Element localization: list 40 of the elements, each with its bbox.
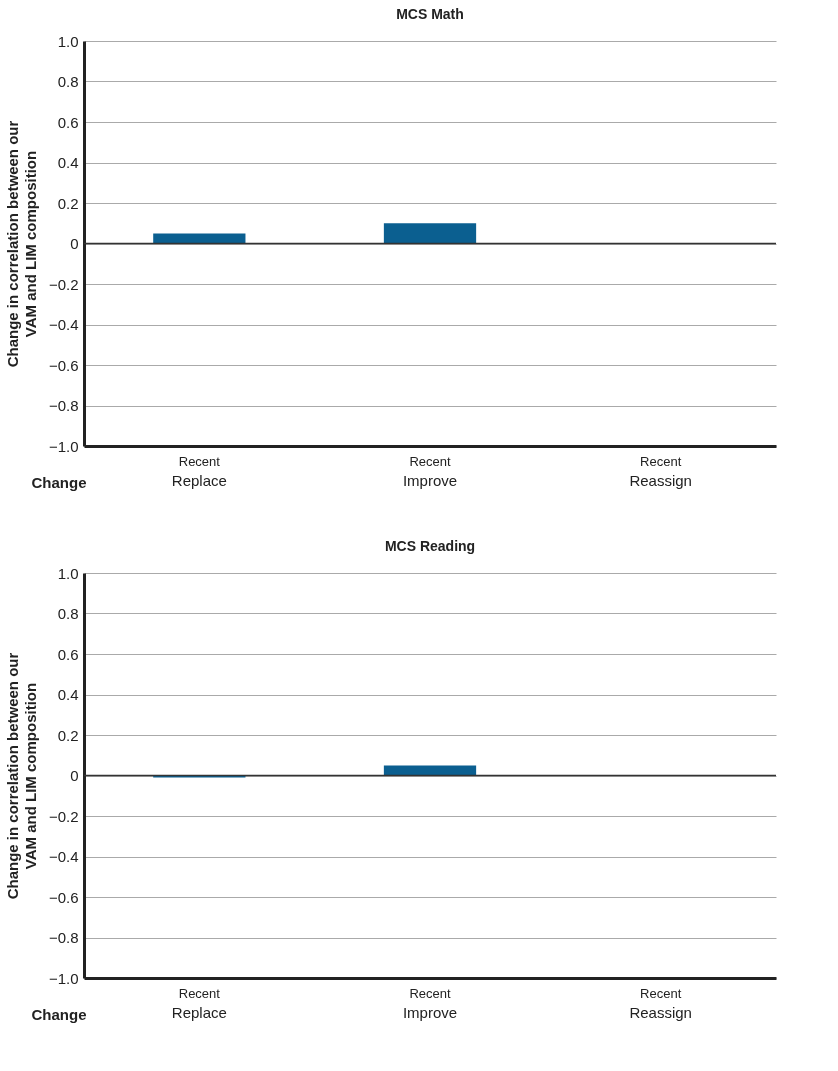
y-tick-label: −0.2 (48, 807, 79, 825)
x-tick-label: Reassign (629, 1003, 692, 1021)
text: Recent (178, 986, 221, 1001)
x-axis-title: Change (31, 1005, 87, 1023)
y-tick-label: 0.6 (57, 645, 79, 663)
y-axis-title: Change in correlation between our VAM and LIM composition (3, 120, 39, 368)
y-tick-label: −0.8 (48, 929, 79, 946)
y-tick-label: 0.6 (57, 113, 79, 131)
text: Recent (409, 454, 451, 469)
y-tick-label: 1.0 (57, 564, 79, 582)
y-tick-label: −0.4 (48, 316, 79, 333)
y-tick-label: −0.4 (48, 848, 79, 865)
x-tick-label: Replace (171, 471, 227, 489)
y-tick-label: 0.2 (57, 726, 79, 744)
y-tick-label: 0 (70, 235, 79, 252)
chart-title: MCS Reading (384, 538, 476, 554)
y-tick-label: 1.0 (57, 32, 79, 50)
text: Recent (640, 454, 682, 469)
x-tick-label: Replace (171, 1003, 227, 1021)
x-tick-label: Reassign (629, 471, 692, 489)
x-axis-title: Change (31, 473, 87, 491)
y-tick-label: −0.2 (48, 275, 79, 293)
y-tick-label: −1.0 (48, 969, 79, 987)
y-axis-title: Change in correlation between our VAM and LIM composition (3, 652, 39, 900)
y-tick-label: 0.8 (57, 605, 79, 622)
y-tick-label: 0.4 (57, 686, 79, 703)
text: Recent (409, 986, 451, 1001)
text: Recent (640, 986, 682, 1001)
y-tick-label: −0.8 (48, 397, 79, 414)
x-tick-label: Improve (402, 1003, 458, 1021)
y-tick-label: −0.6 (48, 356, 79, 374)
chart-title: MCS Math (396, 6, 464, 22)
y-tick-label: −0.6 (48, 888, 79, 906)
y-tick-label: 0.2 (57, 194, 79, 212)
y-tick-label: −1.0 (48, 437, 79, 455)
y-tick-label: 0.4 (57, 154, 79, 171)
text: Recent (178, 454, 221, 469)
y-tick-label: 0 (70, 767, 79, 784)
x-tick-label: Improve (402, 471, 458, 489)
y-tick-label: 0.8 (57, 73, 79, 90)
